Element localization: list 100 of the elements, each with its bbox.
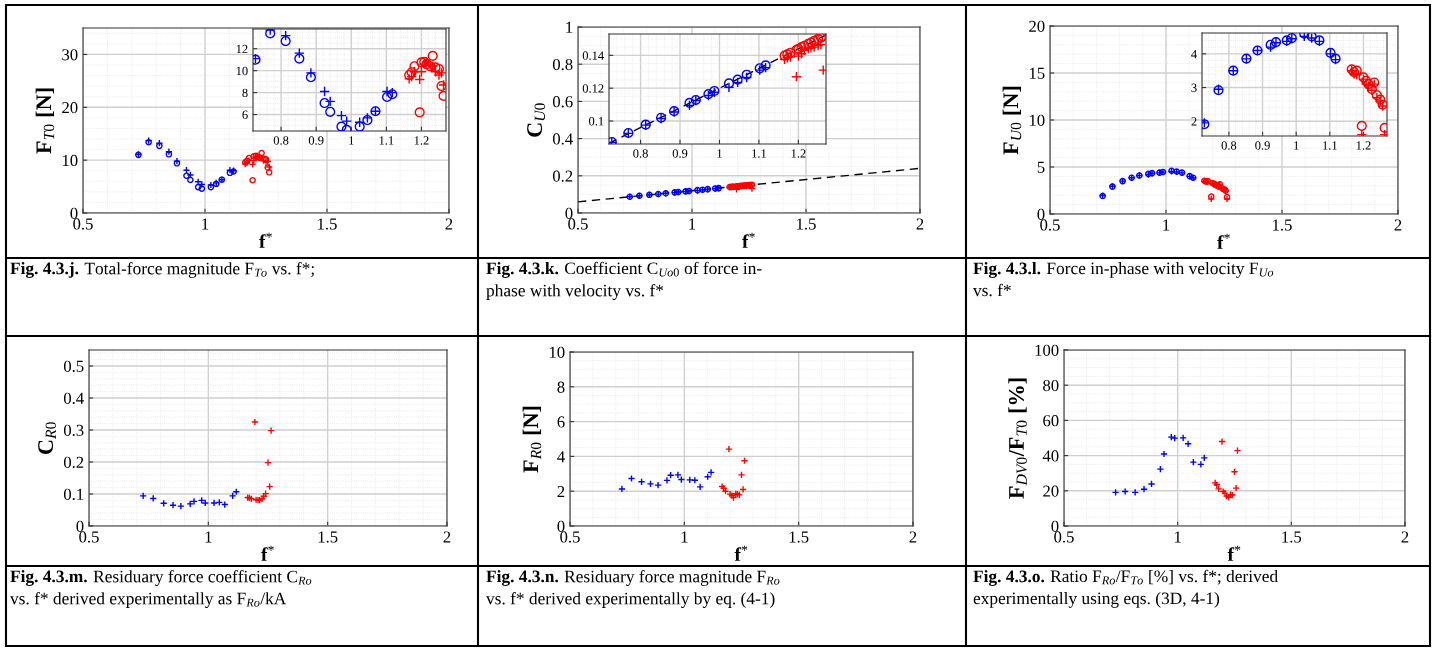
x-tick-label: 1.2 <box>414 136 429 145</box>
x-tick-label: 1 <box>205 531 212 543</box>
y-tick-label: 0.12 <box>582 84 604 93</box>
y-tick-label: 3 <box>1191 83 1197 92</box>
x-axis-title: f$^{*}$ <box>261 545 274 561</box>
x-tick-label: 0.5 <box>79 531 99 543</box>
text: Ratio F$_{Ro}$/F$_{To}$ [%] vs. f*; derived <box>1050 569 1278 585</box>
x-tick-label: 1 <box>349 136 354 145</box>
text: Coefficient C$_{Uo0}$ of force in- <box>564 261 762 277</box>
x-tick-label: 2 <box>916 218 924 230</box>
y-tick-label: 10 <box>549 346 565 358</box>
x-axis-title: f$^{*}$ <box>1217 233 1230 249</box>
x-tick-label: 1 <box>1163 219 1170 231</box>
text: Force in-phase with velocity F$_{Uo}$ <box>1046 262 1274 278</box>
y-tick-label: 0.4 <box>552 133 573 145</box>
x-tick-label: 1 <box>1174 531 1181 543</box>
y-tick-label: 0.8 <box>552 58 573 71</box>
caption: Fig. 4.3.n. <box>486 570 559 586</box>
x-tick-label: 0.8 <box>1221 141 1237 150</box>
y-axis-title: F$_{DV0}$/F$_{T0}$ [%] <box>1008 378 1028 499</box>
y-tick-label: 0.1 <box>63 488 84 501</box>
y-tick-label: 12 <box>236 44 248 54</box>
x-axis-title: f$^{*}$ <box>1227 545 1241 561</box>
y-tick-label: 8 <box>242 88 248 98</box>
x-tick-label: 0.9 <box>308 136 324 145</box>
y-tick-label: 0 <box>70 207 78 219</box>
x-tick-label: 1.5 <box>318 218 337 230</box>
y-axis-title: C$_{R0}$ <box>38 422 57 455</box>
y-tick-label: 0 <box>76 520 84 532</box>
x-tick-label: 0.9 <box>672 149 688 158</box>
x-tick-label: 1 <box>681 531 688 543</box>
y-tick-label: 0 <box>1037 208 1045 220</box>
y-axis-title: C$_{U0}$ <box>527 103 546 137</box>
x-tick-label: 1.5 <box>1273 219 1292 231</box>
y-tick-label: 20 <box>62 101 78 114</box>
y-tick-label: 2 <box>1191 117 1197 126</box>
x-tick-label: 1 <box>689 218 696 230</box>
caption: Fig. 4.3.o. <box>973 570 1045 586</box>
caption: Fig. 4.3.j. <box>10 262 79 278</box>
x-tick-label: 1.5 <box>1282 531 1302 543</box>
y-tick-label: 0 <box>565 207 573 219</box>
x-tick-label: 2 <box>1394 219 1402 231</box>
x-tick-label: 0.5 <box>1054 531 1074 543</box>
y-tick-label: 0 <box>557 520 565 532</box>
x-tick-label: 1.5 <box>789 531 809 543</box>
y-tick-label: 100 <box>1035 344 1059 356</box>
x-tick-label: 1.5 <box>318 531 338 543</box>
x-tick-label: 1 <box>717 149 722 158</box>
x-tick-label: 2 <box>1401 531 1409 543</box>
text: vs. f* <box>973 283 1011 297</box>
caption: Fig. 4.3.l. <box>973 262 1041 278</box>
y-tick-label: 0.1 <box>588 117 604 126</box>
y-tick-label: 60 <box>1043 415 1059 427</box>
x-axis-title: f$^{*}$ <box>734 545 748 561</box>
y-tick-label: 4 <box>557 451 565 463</box>
text: vs. f* derived experimentally by eq. (4-1) <box>486 592 775 608</box>
x-tick-label: 0.8 <box>633 149 648 158</box>
y-tick-label: 0.2 <box>63 456 84 469</box>
y-tick-label: 20 <box>1029 20 1045 32</box>
y-tick-label: 5 <box>1037 161 1045 173</box>
x-tick-label: 2 <box>909 531 917 543</box>
x-tick-label: 1.1 <box>752 149 766 158</box>
y-tick-label: 6 <box>242 110 248 120</box>
x-tick-label: 1.2 <box>791 149 806 158</box>
y-tick-label: 0.5 <box>63 360 84 373</box>
x-tick-label: 1.5 <box>797 218 816 230</box>
y-tick-label: 2 <box>557 485 565 497</box>
x-tick-label: 0.8 <box>273 136 289 145</box>
x-tick-label: 1 <box>202 218 209 230</box>
caption: Fig. 4.3.m. <box>10 570 87 586</box>
y-tick-label: 30 <box>62 49 78 61</box>
y-axis-title: F$_{T0}$ [N] <box>35 88 55 154</box>
text: Residuary force coefficient C$_{Ro}$ <box>93 570 312 586</box>
y-tick-label: 15 <box>1029 67 1045 79</box>
text: vs. f* derived experimentally as F$_{Ro}$/kA <box>10 592 287 608</box>
x-tick-label: 1 <box>1294 141 1299 150</box>
y-axis-title: F$_{R0}$ [N] <box>522 406 542 473</box>
y-tick-label: 0.14 <box>582 51 604 60</box>
x-tick-label: 1.1 <box>379 136 394 145</box>
y-tick-label: 40 <box>1042 450 1059 462</box>
y-tick-label: 0.2 <box>552 170 573 182</box>
text: Total-force magnitude F$_{To}$ vs. f*; <box>84 262 314 278</box>
text: phase with velocity vs. f* <box>486 284 664 300</box>
text: experimentally using eqs. (3D, 4-1) <box>973 592 1220 608</box>
y-tick-label: 1 <box>566 21 573 33</box>
x-tick-label: 2 <box>445 218 453 230</box>
y-axis-title: F$_{U0}$ [N] <box>1002 86 1022 155</box>
y-tick-label: 8 <box>557 381 565 393</box>
y-tick-label: 4 <box>1191 49 1197 59</box>
y-tick-label: 0.6 <box>552 96 573 108</box>
y-tick-label: 80 <box>1043 379 1059 392</box>
x-tick-label: 2 <box>443 531 451 543</box>
y-tick-label: 0.4 <box>63 392 84 405</box>
text: Residuary force magnitude F$_{Ro}$ <box>564 570 780 586</box>
y-tick-label: 10 <box>236 66 248 76</box>
y-tick-label: 0 <box>1051 520 1059 532</box>
x-axis-title: f$^{*}$ <box>259 232 272 248</box>
y-tick-label: 10 <box>62 154 78 167</box>
y-tick-label: 0.3 <box>63 424 84 437</box>
x-tick-label: 1.2 <box>1356 141 1371 150</box>
